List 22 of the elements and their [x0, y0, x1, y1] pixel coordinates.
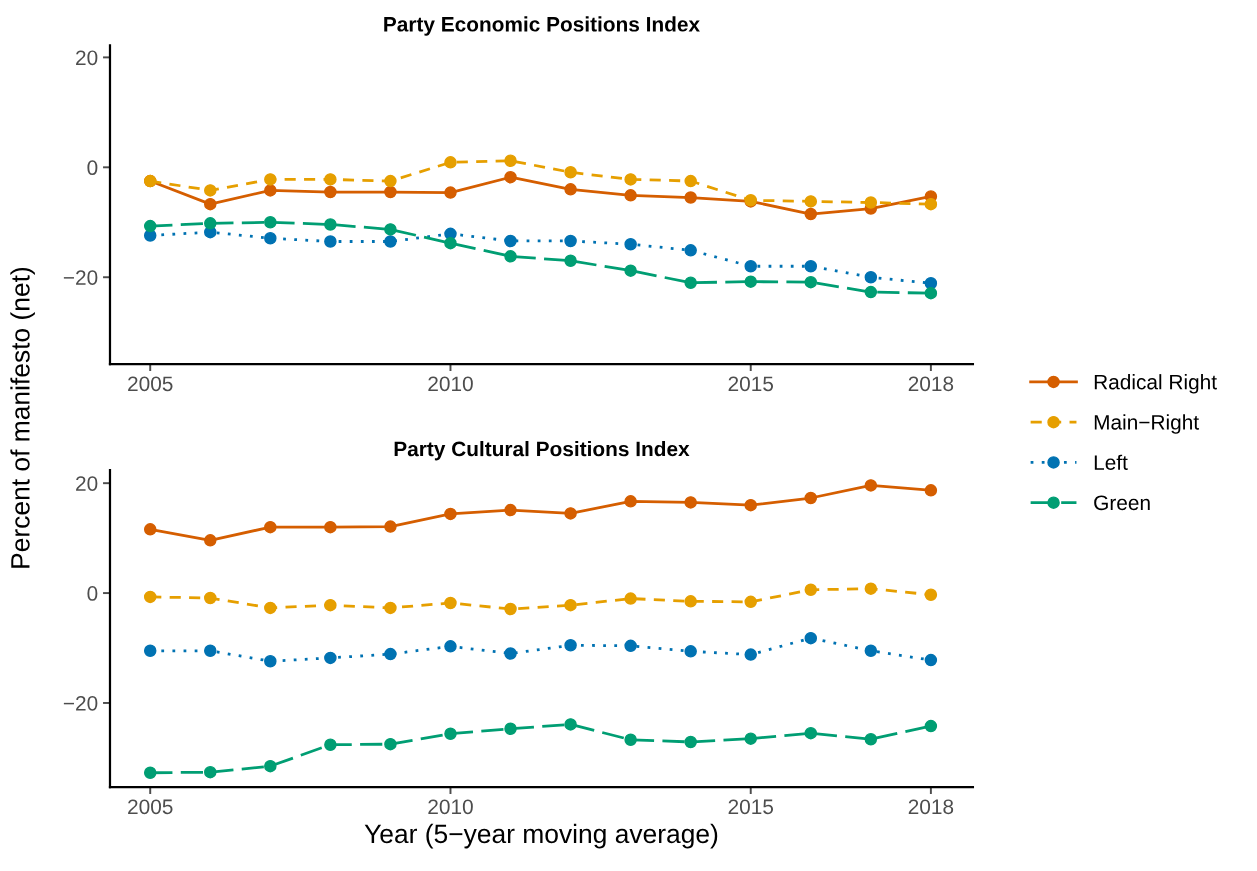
x-axis-title: Year (5−year moving average) [364, 823, 718, 849]
x-tick-label: 2015 [728, 799, 774, 815]
y-tick-label: 20 [76, 50, 98, 66]
x-tick-label: 2005 [128, 376, 173, 392]
x-tick-label: 2018 [908, 376, 954, 392]
x-tick-label: 2005 [128, 799, 173, 815]
legend-label: Left [1094, 454, 1128, 470]
legend-label: Radical Right [1094, 374, 1217, 394]
y-tick-label: 20 [76, 476, 98, 491]
x-tick-label: 2010 [428, 376, 473, 392]
y-tick-label: 0 [87, 586, 98, 601]
x-tick-label: 2010 [428, 799, 473, 815]
x-tick-label: 2015 [728, 376, 774, 392]
legend-label: Green [1094, 495, 1150, 511]
legend-label: Main−Right [1094, 414, 1199, 434]
y-tick-label: −20 [63, 695, 98, 711]
chart-title: Party Economic Positions Index [384, 16, 700, 36]
chart-title: Party Cultural Positions Index [394, 441, 690, 461]
y-tick-label: −20 [63, 270, 98, 285]
x-tick-label: 2018 [908, 799, 954, 815]
y-tick-label: 0 [87, 160, 98, 176]
y-axis-title: Percent of manifesto (net) [10, 267, 35, 568]
